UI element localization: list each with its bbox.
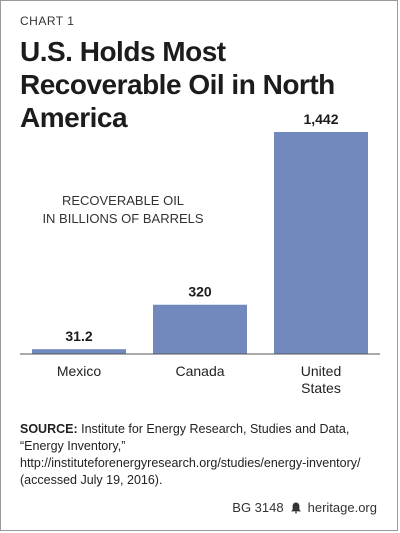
chart-kicker: CHART 1 bbox=[20, 14, 75, 28]
footer-site: heritage.org bbox=[307, 500, 377, 515]
source-note: SOURCE: Institute for Energy Research, S… bbox=[20, 421, 385, 489]
bar-value-label-2: 1,442 bbox=[303, 111, 338, 127]
category-label-1: Canada bbox=[175, 363, 224, 379]
bar-value-label-1: 320 bbox=[188, 284, 212, 300]
category-label-0: Mexico bbox=[57, 363, 102, 379]
category-label-2-line1: States bbox=[301, 380, 341, 396]
category-label-2-line0: United bbox=[301, 363, 341, 379]
bar-2 bbox=[274, 132, 368, 354]
chart-annotation-line2: IN BILLIONS OF BARRELS bbox=[42, 211, 203, 226]
liberty-bell-icon bbox=[290, 502, 301, 513]
bar-value-label-0: 31.2 bbox=[65, 328, 92, 344]
bar-1 bbox=[153, 304, 247, 354]
chart-title: U.S. Holds Most Recoverable Oil in North… bbox=[20, 36, 335, 133]
source-text: Institute for Energy Research, Studies a… bbox=[20, 422, 361, 487]
footer: BG 3148 heritage.org bbox=[232, 500, 377, 515]
bar-0 bbox=[32, 349, 126, 354]
chart-annotation-line1: RECOVERABLE OIL bbox=[62, 193, 184, 208]
source-label: SOURCE: bbox=[20, 422, 78, 436]
footer-code: BG 3148 bbox=[232, 500, 284, 515]
bar-chart: RECOVERABLE OIL IN BILLIONS OF BARRELS 3… bbox=[20, 111, 380, 396]
